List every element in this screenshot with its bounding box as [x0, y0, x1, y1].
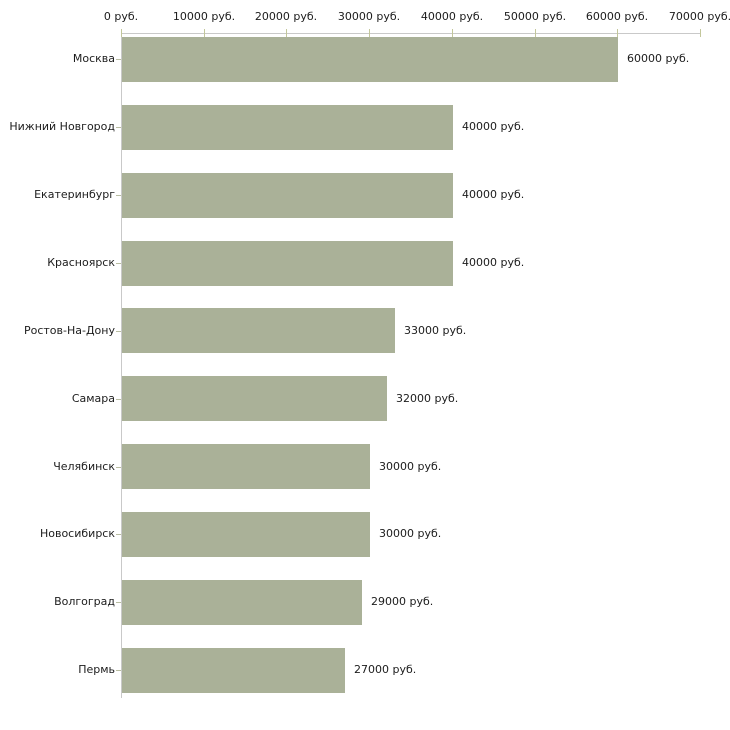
y-axis-tick — [116, 534, 121, 535]
value-label: 40000 руб. — [462, 120, 525, 133]
y-axis-tick — [116, 602, 121, 603]
x-axis-tick-label: 30000 руб. — [337, 10, 401, 23]
y-axis-tick — [116, 670, 121, 671]
category-label: Пермь — [78, 663, 115, 676]
value-label: 30000 руб. — [379, 527, 442, 540]
x-axis-tick — [369, 29, 370, 37]
value-label: 30000 руб. — [379, 460, 442, 473]
x-axis-tick-label: 50000 руб. — [503, 10, 567, 23]
category-label: Екатеринбург — [34, 188, 115, 201]
y-axis-tick — [116, 195, 121, 196]
category-label: Челябинск — [53, 460, 115, 473]
x-axis-tick-label: 40000 руб. — [420, 10, 484, 23]
y-axis-tick — [116, 263, 121, 264]
value-label: 60000 руб. — [627, 52, 690, 65]
x-axis-tick — [286, 29, 287, 37]
x-axis-tick — [700, 29, 701, 37]
value-label: 33000 руб. — [404, 324, 467, 337]
x-axis-tick-label: 60000 руб. — [585, 10, 649, 23]
category-label: Москва — [72, 52, 115, 65]
y-axis-tick — [116, 467, 121, 468]
x-axis-tick-label: 10000 руб. — [172, 10, 236, 23]
x-axis-tick — [535, 29, 536, 37]
y-axis-line — [121, 33, 122, 698]
x-axis-tick-label: 70000 руб. — [668, 10, 730, 23]
x-axis-tick-label: 20000 руб. — [254, 10, 318, 23]
x-axis-tick — [121, 29, 122, 37]
bar — [122, 105, 453, 150]
category-label: Ростов-На-Дону — [23, 324, 115, 337]
value-label: 40000 руб. — [462, 188, 525, 201]
x-axis-line — [121, 33, 701, 34]
value-label: 27000 руб. — [354, 663, 417, 676]
y-axis-tick — [116, 399, 121, 400]
y-axis-tick — [116, 59, 121, 60]
x-axis-tick — [617, 29, 618, 37]
y-axis-tick — [116, 127, 121, 128]
y-axis-tick — [116, 331, 121, 332]
value-label: 32000 руб. — [396, 392, 459, 405]
value-label: 29000 руб. — [371, 595, 434, 608]
x-axis-tick — [204, 29, 205, 37]
value-label: 40000 руб. — [462, 256, 525, 269]
bar — [122, 308, 395, 353]
bar — [122, 241, 453, 286]
category-label: Новосибирск — [39, 527, 115, 540]
bar — [122, 173, 453, 218]
bar — [122, 37, 618, 82]
bar — [122, 444, 370, 489]
category-label: Волгоград — [54, 595, 115, 608]
x-axis-tick-label: 0 руб. — [103, 10, 139, 23]
bar — [122, 376, 387, 421]
bar — [122, 512, 370, 557]
category-label: Нижний Новгород — [9, 120, 115, 133]
x-axis-tick — [452, 29, 453, 37]
category-label: Красноярск — [47, 256, 115, 269]
bar — [122, 580, 362, 625]
bar — [122, 648, 345, 693]
category-label: Самара — [71, 392, 115, 405]
